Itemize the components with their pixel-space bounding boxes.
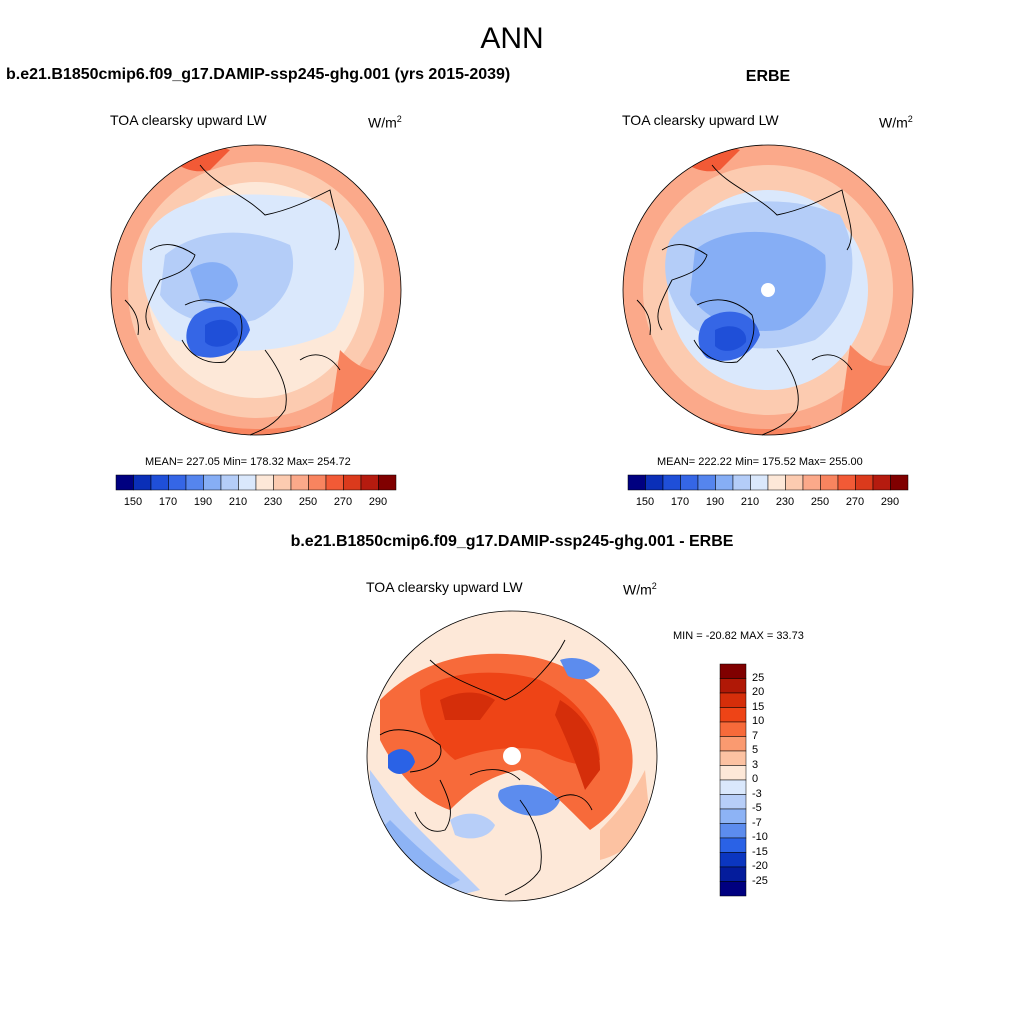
obs-colorbar-label: 250 <box>810 496 830 508</box>
diff-colorbar-label: 20 <box>752 686 765 698</box>
figure-title: ANN <box>480 22 544 55</box>
diff-colorbar <box>719 663 747 897</box>
model-polar-map <box>111 145 401 435</box>
diff-colorbar-label: -20 <box>752 860 768 872</box>
model-coastlines <box>124 164 341 436</box>
obs-colorbar-label: 230 <box>775 496 795 508</box>
diff-colorbar-label: -15 <box>752 846 768 858</box>
diff-stats: MIN = -20.82 MAX = 33.73 <box>673 630 804 642</box>
diff-colorbar-label: 3 <box>752 759 759 771</box>
diff-colorbar-label: 15 <box>752 701 765 713</box>
model-colorbar-label: 270 <box>333 496 353 508</box>
diff-panel-heading: b.e21.B1850cmip6.f09_g17.DAMIP-ssp245-gh… <box>290 533 734 550</box>
obs-units: W/m2 <box>879 114 913 131</box>
diff-colorbar-label: 0 <box>752 773 759 785</box>
model-colorbar-label: 210 <box>228 496 248 508</box>
obs-coastlines <box>636 164 853 436</box>
obs-panel-heading: ERBE <box>745 68 791 85</box>
model-colorbar-label: 150 <box>123 496 143 508</box>
obs-variable-name: TOA clearsky upward LW <box>622 112 779 128</box>
diff-colorbar-label: -3 <box>752 788 762 800</box>
diff-variable-name: TOA clearsky upward LW <box>366 579 523 595</box>
model-colorbar-label: 290 <box>368 496 388 508</box>
model-colorbar-label: 250 <box>298 496 318 508</box>
diff-colorbar-label: 7 <box>752 730 759 742</box>
obs-colorbar-label: 190 <box>705 496 725 508</box>
model-colorbar <box>115 474 397 491</box>
obs-colorbar-label: 290 <box>880 496 900 508</box>
model-panel-heading: b.e21.B1850cmip6.f09_g17.DAMIP-ssp245-gh… <box>6 66 511 83</box>
obs-colorbar-label: 270 <box>845 496 865 508</box>
model-colorbar-label: 190 <box>193 496 213 508</box>
model-variable-name: TOA clearsky upward LW <box>110 112 267 128</box>
model-units: W/m2 <box>368 114 402 131</box>
model-colorbar-label: 170 <box>158 496 178 508</box>
diff-colorbar-label: 25 <box>752 672 765 684</box>
model-colorbar-label: 230 <box>263 496 283 508</box>
model-stats: MEAN= 227.05 Min= 178.32 Max= 254.72 <box>145 456 351 468</box>
obs-stats: MEAN= 222.22 Min= 175.52 Max= 255.00 <box>657 456 863 468</box>
diff-colorbar-label: -7 <box>752 817 762 829</box>
diff-coastlines <box>379 639 593 896</box>
obs-colorbar-label: 150 <box>635 496 655 508</box>
diff-colorbar-label: -25 <box>752 875 768 887</box>
diff-colorbar-label: 5 <box>752 744 759 756</box>
diff-colorbar-label: 10 <box>752 715 765 727</box>
obs-colorbar <box>627 474 909 491</box>
diff-polar-map <box>367 611 657 901</box>
diff-colorbar-label: -10 <box>752 831 768 843</box>
diff-units: W/m2 <box>623 581 657 598</box>
obs-colorbar-label: 170 <box>670 496 690 508</box>
obs-colorbar-label: 210 <box>740 496 760 508</box>
diff-colorbar-label: -5 <box>752 802 762 814</box>
